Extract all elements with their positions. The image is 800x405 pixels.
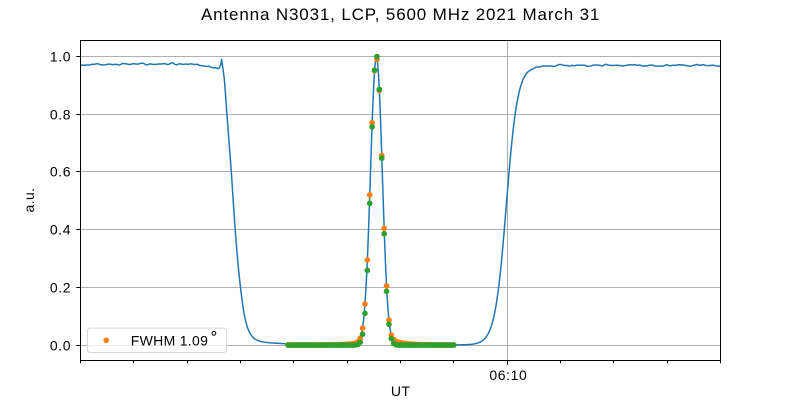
svg-text:0.6: 0.6: [50, 164, 71, 180]
svg-text:0.2: 0.2: [50, 280, 71, 296]
svg-text:a.u.: a.u.: [21, 188, 37, 213]
svg-text:0.8: 0.8: [50, 107, 71, 123]
svg-text:0.0: 0.0: [50, 338, 71, 354]
svg-text:1.0: 1.0: [50, 49, 71, 65]
svg-text:Antenna N3031, LCP, 5600 MHz 2: Antenna N3031, LCP, 5600 MHz 2021 March …: [201, 5, 600, 24]
svg-text:06:10: 06:10: [489, 367, 527, 383]
svg-text:0.4: 0.4: [50, 222, 71, 238]
svg-text:FWHM 1.09: FWHM 1.09: [131, 332, 208, 348]
svg-text:UT: UT: [391, 383, 411, 399]
